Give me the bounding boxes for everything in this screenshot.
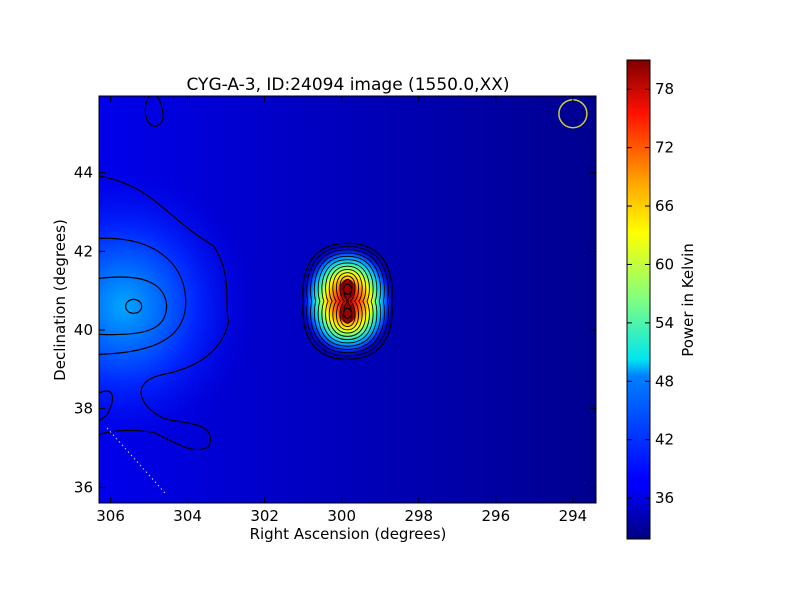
source-contour: [310, 249, 385, 354]
chart-title: CYG-A-3, ID:24094 image (1550.0,XX): [186, 75, 509, 95]
colorbar: 36 42 48 54 60 66 72 78 Power in Kelvin: [626, 59, 697, 540]
x-tick-label: 298: [404, 507, 433, 525]
y-tick-label: 40: [74, 321, 93, 339]
y-tick-label: 36: [74, 478, 93, 496]
peak-contour-north: [342, 283, 353, 295]
west-contour-2: [99, 276, 168, 336]
source-contour: [328, 265, 367, 337]
colorbar-tick-label: 78: [655, 80, 674, 98]
colorbar-tick-label: 54: [655, 314, 674, 332]
y-axis-label: Declination (degrees): [51, 219, 69, 381]
plot-area: 306 304 302 300 298 296 294 36 38 40 42 44: [74, 95, 597, 525]
colorbar-tick-label: 60: [655, 255, 674, 273]
colorbar-ticks: 36 42 48 54 60 66 72 78: [627, 80, 674, 507]
colorbar-gradient: [626, 59, 651, 540]
x-tick-label: 294: [559, 507, 588, 525]
source-contour: [306, 246, 389, 357]
x-tick-label: 302: [250, 507, 279, 525]
south-contour: [99, 390, 113, 422]
source-contour: [313, 252, 382, 350]
colorbar-tick-label: 48: [655, 372, 674, 390]
colorbar-tick-label: 66: [655, 197, 674, 215]
source-contour: [317, 255, 378, 347]
source-contour: [302, 242, 393, 360]
contour-layer: [99, 96, 588, 494]
source-contour: [332, 269, 363, 334]
colorbar-tick-label: 36: [655, 489, 674, 507]
source-contour: [335, 272, 360, 331]
colorbar-label: Power in Kelvin: [679, 243, 697, 357]
source-contour: [339, 275, 356, 327]
west-contour-inner: [125, 298, 143, 314]
y-tick-label: 42: [74, 242, 93, 260]
north-contour: [144, 96, 164, 127]
source-peak-south: [339, 303, 356, 324]
colorbar-tick-label: 42: [655, 431, 674, 449]
west-contour-3: [99, 237, 187, 355]
source-contour: [342, 278, 353, 324]
x-tick-label: 304: [173, 507, 202, 525]
west-contour-outer: [99, 175, 230, 451]
y-axis-ticks: 36 38 40 42 44: [74, 164, 596, 496]
y-tick-label: 38: [74, 400, 93, 418]
x-tick-label: 306: [96, 507, 125, 525]
x-axis-ticks: 306 304 302 300 298 296 294: [96, 96, 587, 525]
x-tick-label: 296: [482, 507, 511, 525]
peak-contour-south: [342, 307, 353, 319]
colorbar-tick-label: 72: [655, 139, 674, 157]
west-emission: [99, 166, 254, 447]
x-tick-label: 300: [327, 507, 356, 525]
source-peak-north: [339, 279, 356, 300]
dotted-line: [106, 427, 166, 494]
x-axis-label: Right Ascension (degrees): [250, 525, 447, 543]
y-tick-label: 44: [74, 164, 93, 182]
source-contour: [321, 259, 374, 344]
source-contour: [325, 262, 370, 341]
plot-frame: [98, 95, 597, 504]
source-emission: [301, 245, 394, 358]
